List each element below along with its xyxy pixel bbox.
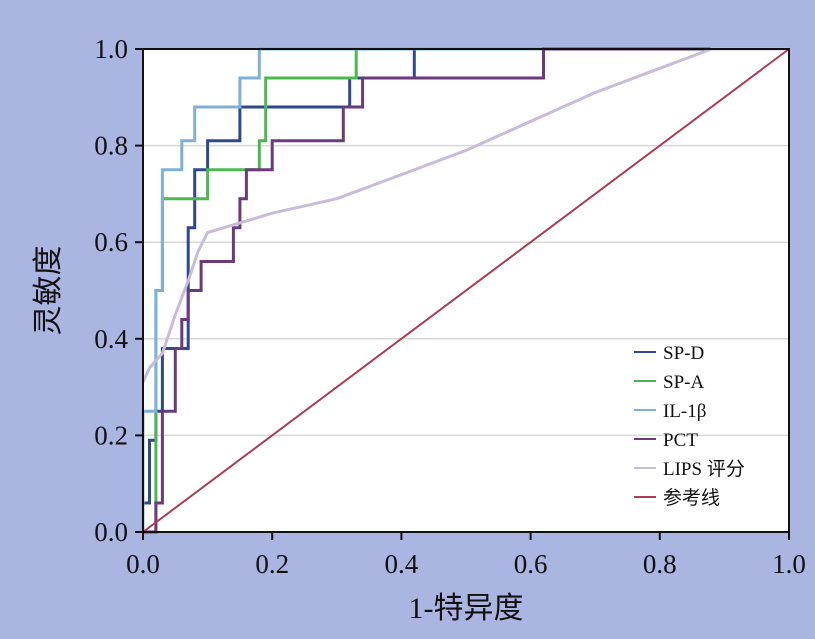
series-layer — [141, 47, 790, 534]
y-tick-label-3: 0.6 — [94, 227, 128, 257]
x-tick-label-1: 0.2 — [255, 549, 289, 579]
grid-layer — [143, 144, 789, 437]
legend-label-1: SP-A — [663, 372, 704, 393]
y-tick-label-5: 1.0 — [94, 34, 128, 64]
x-tick-label-0: 0.0 — [126, 549, 160, 579]
y-tick-label-2: 0.4 — [94, 324, 128, 354]
legend-label-3: PCT — [663, 430, 698, 451]
y-tick-label-0: 0.0 — [94, 517, 128, 547]
y-axis-title: 灵敏度 — [32, 246, 65, 336]
plot-frame — [142, 48, 790, 533]
series-line-4 — [141, 47, 789, 383]
series-line-3 — [143, 47, 789, 534]
legend-label-0: SP-D — [663, 343, 704, 364]
series-line-5 — [142, 48, 790, 533]
x-axis-title: 1-特异度 — [409, 592, 524, 625]
legend-label-5: 参考线 — [663, 487, 720, 509]
legend-label-4: LIPS 评分 — [663, 458, 745, 480]
y-tick-label-1: 0.2 — [94, 420, 128, 450]
legend-label-2: IL-1β — [663, 401, 706, 422]
x-axis-ticks: 0.0 0.2 0.4 0.6 0.8 1.0 — [126, 532, 806, 579]
y-axis-ticks: 0.0 0.2 0.4 0.6 0.8 1.0 — [94, 34, 143, 547]
series-line-2 — [141, 47, 789, 532]
x-tick-label-4: 0.8 — [643, 549, 677, 579]
x-tick-label-5: 1.0 — [772, 549, 806, 579]
x-tick-label-2: 0.4 — [385, 549, 419, 579]
y-tick-label-4: 0.8 — [94, 131, 128, 161]
x-tick-label-3: 0.6 — [514, 549, 548, 579]
